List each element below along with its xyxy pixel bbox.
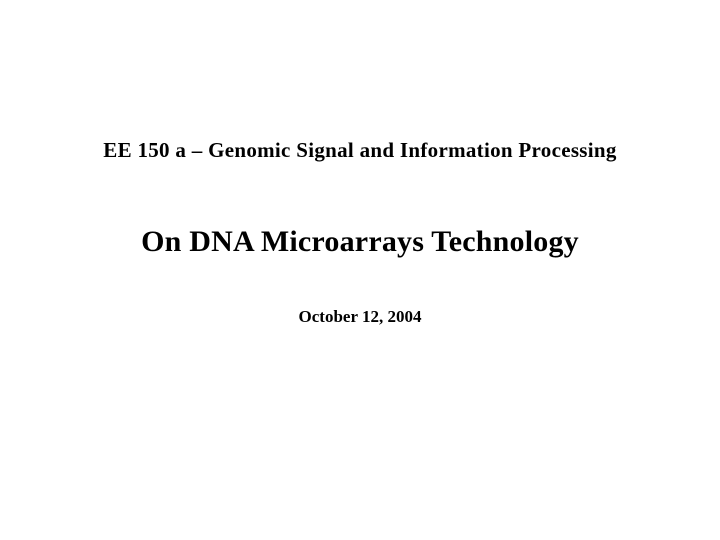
course-header: EE 150 a – Genomic Signal and Informatio… [103, 138, 616, 163]
slide-container: EE 150 a – Genomic Signal and Informatio… [0, 0, 720, 540]
main-title: On DNA Microarrays Technology [141, 225, 579, 259]
date-text: October 12, 2004 [299, 307, 422, 327]
